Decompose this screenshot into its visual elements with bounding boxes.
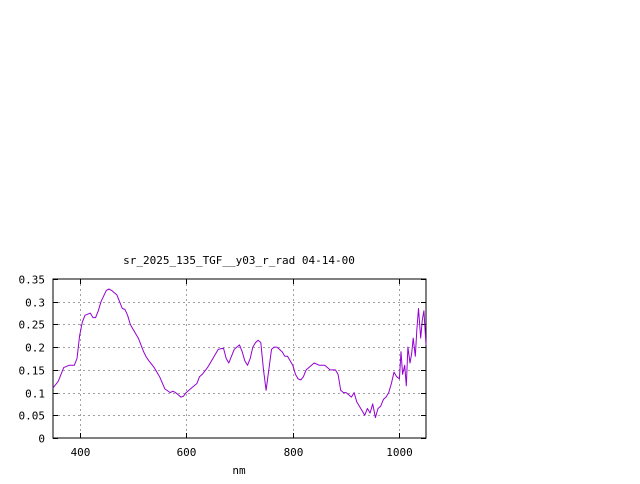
series-line <box>52 288 427 419</box>
y-tick-label: 0.3 <box>25 297 45 310</box>
x-tick-labels: 400 600 800 1000 <box>71 446 413 459</box>
y-tick-label: 0.05 <box>19 410 46 423</box>
plot-frame <box>52 278 427 439</box>
y-tick-label: 0 <box>38 433 45 446</box>
y-tick-label: 0.25 <box>19 319 46 332</box>
series-layer <box>52 288 427 419</box>
y-tick-label: 0.35 <box>19 274 46 287</box>
x-tick-label: 800 <box>284 446 304 459</box>
chart-title: sr_2025_135_TGF__y03_r_rad 04-14-00 <box>123 254 355 267</box>
y-tick-labels: 0 0.05 0.1 0.15 0.2 0.25 0.3 0.35 <box>19 274 46 446</box>
x-tick-label: 1000 <box>386 446 413 459</box>
x-tick-label: 600 <box>177 446 197 459</box>
y-tick-label: 0.15 <box>19 365 46 378</box>
x-tick-label: 400 <box>71 446 91 459</box>
grid <box>53 279 426 438</box>
ticks <box>53 279 426 439</box>
x-axis-label: nm <box>232 464 246 477</box>
y-tick-label: 0.2 <box>25 342 45 355</box>
y-tick-label: 0.1 <box>25 388 45 401</box>
